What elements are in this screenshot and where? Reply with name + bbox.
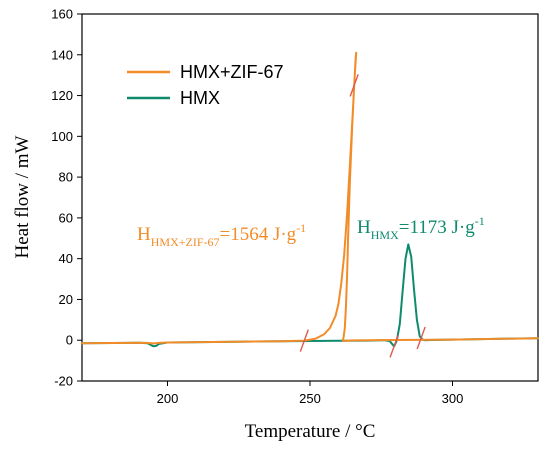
integration-limit-mark-2 <box>349 74 359 97</box>
plot-frame <box>81 13 539 382</box>
annotation-hmx: HHMX=1173 J·g-1 <box>357 214 485 242</box>
integration-limits <box>299 74 426 358</box>
integration-limit-mark-1 <box>299 329 309 352</box>
y-tick-label: -20 <box>54 374 73 389</box>
annotation-hmx-zif67: HHMX+ZIF-67=1564 J·g-1 <box>137 221 306 249</box>
integration-limit-mark-3 <box>389 335 399 358</box>
integration-limit-mark-4 <box>416 326 426 350</box>
x-tick-label: 250 <box>299 391 321 406</box>
legend-label-hmx: HMX <box>180 88 220 108</box>
y-tick-label: 20 <box>59 292 73 307</box>
x-tick-label: 200 <box>157 391 179 406</box>
y-axis-title: Heat flow / mW <box>12 135 33 258</box>
series-line-hmx-zif67 <box>81 51 539 345</box>
y-tick-label: 140 <box>51 47 73 62</box>
y-tick-label: 160 <box>51 7 73 22</box>
legend-label-hmx-zif67: HMX+ZIF-67 <box>180 62 284 82</box>
y-tick-label: 60 <box>59 210 73 225</box>
series-layer <box>81 51 539 348</box>
y-tick-label: 0 <box>66 333 73 348</box>
y-tick-label: 120 <box>51 88 73 103</box>
series-line-hmx <box>81 243 539 348</box>
y-tick-label: 40 <box>59 251 73 266</box>
y-tick-label: 100 <box>51 129 73 144</box>
y-tick-label: 80 <box>59 170 73 185</box>
x-tick-label: 300 <box>442 391 464 406</box>
x-axis-title: Temperature / °C <box>245 421 376 442</box>
legend: HMX+ZIF-67 HMX <box>127 62 284 108</box>
axis-ticks: -20 0 20 40 60 80 100 120 140 160 200 250 300 <box>51 7 463 407</box>
